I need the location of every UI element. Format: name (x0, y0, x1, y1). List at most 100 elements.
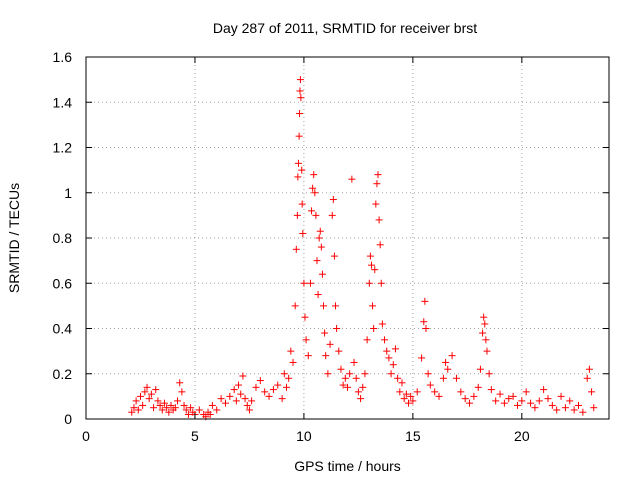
data-point (245, 406, 253, 414)
data-point (208, 401, 216, 409)
data-point (479, 329, 487, 337)
data-point (365, 279, 373, 287)
data-point (296, 110, 304, 118)
data-point (391, 345, 399, 353)
data-point (496, 390, 504, 398)
data-point (320, 302, 328, 310)
data-point (152, 386, 160, 394)
x-tick-label: 10 (296, 428, 312, 444)
data-point (335, 347, 343, 355)
data-point (330, 252, 338, 260)
data-point (237, 390, 245, 398)
data-point (232, 397, 240, 405)
data-point (418, 354, 426, 362)
data-point (261, 388, 269, 396)
data-point (466, 399, 474, 407)
data-point (300, 279, 308, 287)
data-point (328, 211, 336, 219)
data-point (369, 302, 377, 310)
data-point (588, 388, 596, 396)
data-point (448, 352, 456, 360)
data-point (285, 374, 293, 382)
data-point (160, 399, 168, 407)
y-tick-label: 0.6 (53, 275, 73, 291)
data-point (461, 395, 469, 403)
y-tick-label: 0.2 (53, 366, 73, 382)
data-point (316, 227, 324, 235)
data-point (570, 406, 578, 414)
data-point (375, 216, 383, 224)
data-point (313, 257, 321, 265)
data-point (332, 302, 340, 310)
data-point (329, 196, 337, 204)
grid (86, 57, 609, 419)
data-point (483, 347, 491, 355)
data-point (301, 313, 309, 321)
data-point (274, 381, 282, 389)
data-point (574, 401, 582, 409)
data-point (505, 395, 513, 403)
y-tick-label: 0.4 (53, 321, 73, 337)
data-point (324, 370, 332, 378)
data-point (370, 325, 378, 332)
data-point (206, 410, 214, 418)
data-point (141, 388, 149, 396)
data-point (304, 352, 312, 360)
data-point (317, 243, 325, 251)
data-point (421, 297, 429, 305)
data-point (470, 392, 478, 400)
data-point (540, 386, 548, 394)
data-point (310, 171, 318, 179)
y-axis-label: SRMTID / TECUs (6, 183, 22, 293)
data-point (387, 370, 395, 378)
data-point (130, 404, 138, 412)
data-point (339, 381, 347, 389)
data-point (298, 166, 306, 174)
data-point (243, 401, 251, 409)
data-point (398, 379, 406, 387)
data-point (337, 365, 345, 373)
chart-title: Day 287 of 2011, SRMTID for receiver brs… (213, 20, 477, 36)
data-point (487, 386, 495, 394)
data-point (296, 87, 304, 95)
data-point (171, 404, 179, 412)
data-point (282, 383, 290, 391)
data-point (367, 261, 375, 269)
data-point (143, 383, 151, 391)
data-point (409, 397, 417, 405)
data-point (566, 397, 574, 405)
data-point (400, 395, 408, 403)
data-point (296, 76, 304, 84)
data-point (163, 404, 171, 412)
data-point (426, 381, 434, 389)
data-point (509, 392, 517, 400)
data-point (442, 358, 450, 366)
data-point (452, 374, 460, 382)
data-point (248, 397, 256, 405)
data-point (187, 404, 195, 412)
data-point (350, 358, 358, 366)
data-point (394, 374, 402, 382)
data-point (167, 401, 175, 409)
data-point (217, 395, 225, 403)
data-point (363, 336, 371, 344)
data-point (314, 291, 322, 299)
data-point (357, 395, 365, 403)
data-point (439, 374, 447, 382)
data-point (527, 399, 535, 407)
data-point (299, 229, 307, 237)
y-tick-label: 0.8 (53, 230, 73, 246)
data-point (513, 401, 521, 409)
data-point (480, 313, 488, 321)
data-point (326, 340, 334, 348)
data-point (128, 408, 136, 416)
data-point (344, 383, 351, 391)
data-point (291, 302, 299, 310)
data-point (389, 361, 397, 369)
data-point (457, 388, 465, 396)
data-point (230, 386, 238, 394)
data-point (241, 395, 249, 403)
data-point (312, 211, 320, 219)
